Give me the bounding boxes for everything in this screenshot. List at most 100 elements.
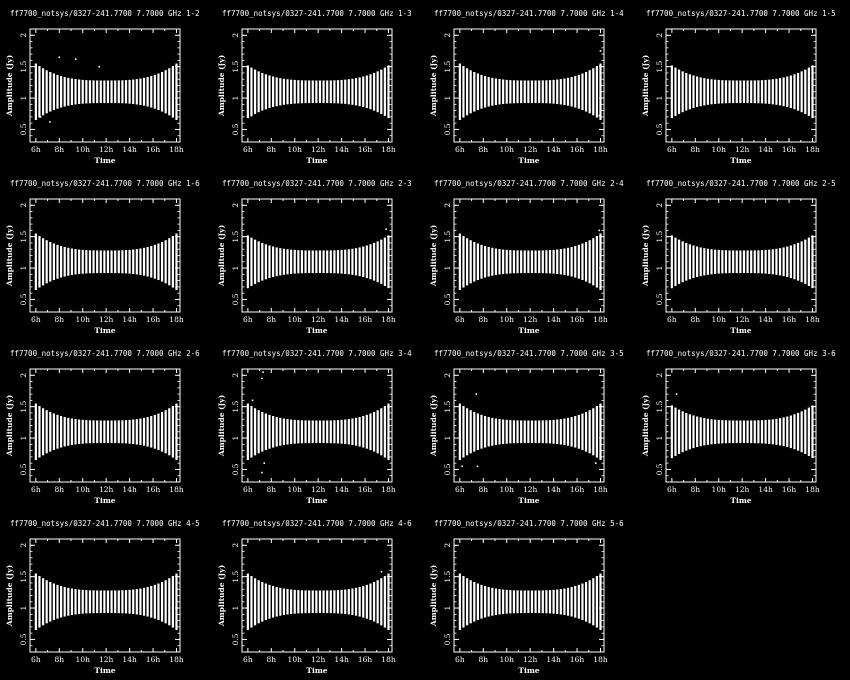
x-tick-label: 6h bbox=[455, 655, 465, 664]
y-tick-label: 2 bbox=[443, 33, 452, 38]
x-tick-label: 8h bbox=[266, 655, 276, 664]
y-tick-label: 2 bbox=[443, 543, 452, 548]
x-tick-label: 6h bbox=[455, 145, 465, 154]
x-tick-label: 10h bbox=[500, 145, 515, 154]
x-tick-label: 16h bbox=[570, 655, 585, 664]
y-axis-label: Amplitude (Jy) bbox=[217, 565, 226, 627]
x-tick-label: 8h bbox=[690, 485, 700, 494]
x-tick-label: 14h bbox=[122, 485, 137, 494]
panel-title: ff7700_notsys/0327-241.7700 7.7000 GHz 1… bbox=[10, 179, 200, 188]
x-tick-label: 18h bbox=[805, 315, 820, 324]
x-tick-label: 14h bbox=[758, 145, 773, 154]
x-tick-label: 12h bbox=[311, 315, 326, 324]
x-tick-label: 14h bbox=[758, 485, 773, 494]
x-tick-label: 16h bbox=[570, 315, 585, 324]
y-tick-label: 0.5 bbox=[19, 463, 28, 475]
panel-title: ff7700_notsys/0327-241.7700 7.7000 GHz 3… bbox=[222, 349, 412, 358]
x-tick-label: 16h bbox=[570, 485, 585, 494]
x-tick-label: 6h bbox=[243, 315, 253, 324]
y-tick-label: 0.5 bbox=[443, 123, 452, 135]
y-tick-label: 1.5 bbox=[231, 570, 240, 582]
x-tick-label: 6h bbox=[667, 485, 677, 494]
x-axis-label: Time bbox=[94, 496, 115, 505]
x-tick-label: 10h bbox=[500, 315, 515, 324]
outlier-point bbox=[58, 56, 61, 59]
panel-svg: ff7700_notsys/0327-241.7700 7.7000 GHz 2… bbox=[217, 179, 412, 335]
x-tick-label: 8h bbox=[690, 145, 700, 154]
y-tick-label: 1.5 bbox=[655, 400, 664, 412]
y-tick-label: 0.5 bbox=[19, 633, 28, 645]
x-tick-label: 8h bbox=[478, 145, 488, 154]
y-tick-label: 2 bbox=[231, 203, 240, 208]
x-tick-label: 6h bbox=[455, 485, 465, 494]
y-tick-label: 2 bbox=[655, 373, 664, 378]
y-tick-label: 2 bbox=[655, 33, 664, 38]
outlier-point bbox=[598, 229, 601, 232]
y-tick-label: 2 bbox=[231, 373, 240, 378]
x-tick-label: 12h bbox=[523, 145, 538, 154]
y-tick-label: 1.5 bbox=[19, 230, 28, 242]
x-tick-label: 18h bbox=[593, 315, 608, 324]
outlier-point bbox=[380, 570, 383, 573]
x-axis-label: Time bbox=[518, 666, 539, 675]
x-tick-label: 18h bbox=[381, 485, 396, 494]
x-axis-label: Time bbox=[306, 666, 327, 675]
x-tick-label: 6h bbox=[243, 145, 253, 154]
x-tick-label: 10h bbox=[76, 145, 91, 154]
outlier-point bbox=[261, 471, 263, 474]
x-tick-label: 12h bbox=[99, 485, 114, 494]
y-tick-label: 1.5 bbox=[443, 230, 452, 242]
y-tick-label: 0.5 bbox=[231, 463, 240, 475]
y-tick-label: 0.5 bbox=[443, 633, 452, 645]
panel-title: ff7700_notsys/0327-241.7700 7.7000 GHz 2… bbox=[222, 179, 412, 188]
y-tick-label: 1.5 bbox=[443, 400, 452, 412]
panel-svg: ff7700_notsys/0327-241.7700 7.7000 GHz 2… bbox=[641, 179, 836, 335]
x-tick-label: 16h bbox=[782, 145, 797, 154]
x-tick-label: 10h bbox=[712, 315, 727, 324]
baseline-panel-1-4: ff7700_notsys/0327-241.7700 7.7000 GHz 1… bbox=[424, 0, 636, 170]
panel-title: ff7700_notsys/0327-241.7700 7.7000 GHz 5… bbox=[434, 519, 624, 528]
outlier-point bbox=[262, 371, 264, 373]
x-tick-label: 14h bbox=[122, 315, 137, 324]
y-tick-label: 1.5 bbox=[655, 60, 664, 72]
x-tick-label: 14h bbox=[334, 145, 349, 154]
x-axis-label: Time bbox=[306, 156, 327, 165]
x-tick-label: 12h bbox=[99, 315, 114, 324]
baseline-panel-2-3: ff7700_notsys/0327-241.7700 7.7000 GHz 2… bbox=[212, 170, 424, 340]
x-tick-label: 16h bbox=[358, 485, 373, 494]
y-axis-label: Amplitude (Jy) bbox=[5, 55, 14, 117]
x-tick-label: 14h bbox=[122, 655, 137, 664]
x-tick-label: 8h bbox=[54, 145, 64, 154]
outlier-point bbox=[261, 377, 263, 380]
y-axis-label: Amplitude (Jy) bbox=[217, 225, 226, 287]
y-tick-label: 1 bbox=[655, 266, 664, 271]
y-tick-label: 0.5 bbox=[231, 633, 240, 645]
outlier-point bbox=[461, 465, 464, 468]
panel-title: ff7700_notsys/0327-241.7700 7.7000 GHz 3… bbox=[646, 349, 836, 358]
y-tick-label: 1 bbox=[231, 96, 240, 101]
panel-title: ff7700_notsys/0327-241.7700 7.7000 GHz 1… bbox=[646, 9, 836, 18]
y-axis-label: Amplitude (Jy) bbox=[5, 395, 14, 457]
outlier-point bbox=[475, 393, 478, 395]
baseline-panel-5-6: ff7700_notsys/0327-241.7700 7.7000 GHz 5… bbox=[424, 510, 636, 680]
panel-title: ff7700_notsys/0327-241.7700 7.7000 GHz 1… bbox=[222, 9, 412, 18]
x-tick-label: 12h bbox=[735, 315, 750, 324]
y-tick-label: 1 bbox=[655, 436, 664, 441]
x-tick-label: 8h bbox=[266, 145, 276, 154]
y-tick-label: 1.5 bbox=[655, 230, 664, 242]
x-tick-label: 14h bbox=[546, 485, 561, 494]
x-tick-label: 8h bbox=[478, 655, 488, 664]
y-axis-label: Amplitude (Jy) bbox=[641, 225, 650, 287]
y-tick-label: 0.5 bbox=[231, 123, 240, 135]
panel-title: ff7700_notsys/0327-241.7700 7.7000 GHz 2… bbox=[646, 179, 836, 188]
baseline-panel-2-6: ff7700_notsys/0327-241.7700 7.7000 GHz 2… bbox=[0, 340, 212, 510]
x-tick-label: 6h bbox=[31, 315, 41, 324]
x-axis-label: Time bbox=[94, 156, 115, 165]
x-tick-label: 14h bbox=[546, 655, 561, 664]
y-tick-label: 1 bbox=[231, 436, 240, 441]
x-tick-label: 10h bbox=[288, 145, 303, 154]
x-tick-label: 8h bbox=[478, 315, 488, 324]
x-tick-label: 16h bbox=[358, 145, 373, 154]
y-tick-label: 2 bbox=[443, 373, 452, 378]
x-tick-label: 16h bbox=[146, 315, 161, 324]
